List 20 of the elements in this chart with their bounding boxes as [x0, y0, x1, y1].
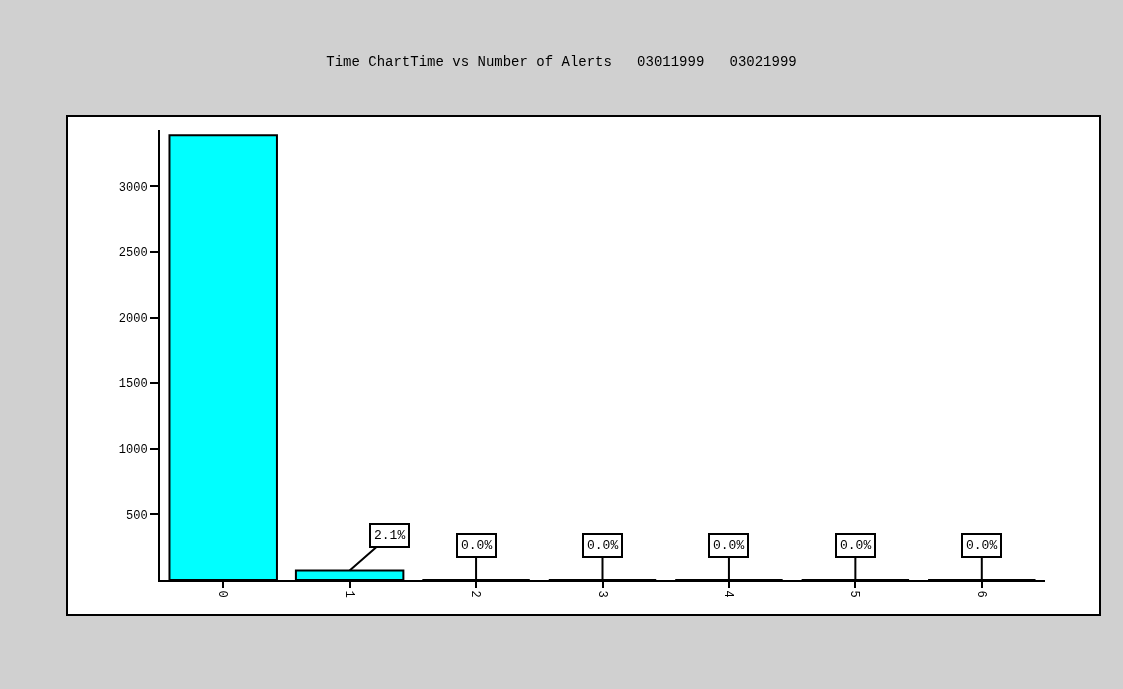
x-tick-label: 2: [468, 590, 483, 598]
y-tick-label: 2000: [118, 311, 148, 326]
annotation: 0.0%: [587, 538, 619, 553]
annotation: 0.0%: [966, 538, 998, 553]
y-tick-label: 500: [125, 508, 148, 523]
y-tick-label: 2500: [118, 246, 148, 261]
x-tick-label: 4: [721, 590, 736, 598]
chart-title: Time ChartTime vs Number of Alerts 03011999 03021999: [326, 53, 797, 70]
y-tick-label: 1500: [118, 377, 148, 392]
y-tick-label: 1000: [118, 443, 148, 457]
x-tick-label: 5: [847, 590, 862, 598]
x-tick-label: 0: [215, 590, 230, 598]
x-tick-label: 3: [594, 590, 609, 598]
x-tick-label: 1: [341, 590, 356, 598]
x-tick-label: 6: [973, 590, 988, 598]
annotation: 0.0%: [840, 538, 872, 553]
annotation: 0.0%: [461, 538, 493, 553]
annotation: 0.0%: [713, 538, 745, 553]
annotation: 2.1%: [374, 528, 406, 543]
y-tick-label: 3000: [118, 180, 148, 195]
